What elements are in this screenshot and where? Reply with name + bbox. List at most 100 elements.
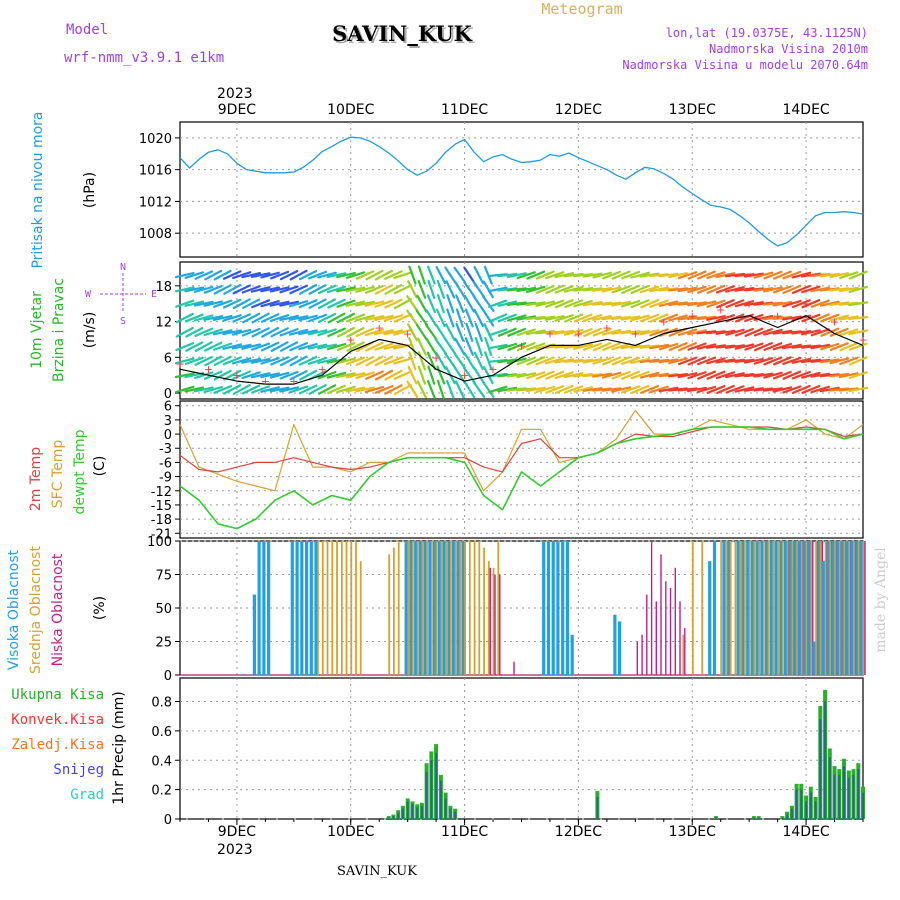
wind-vector: [829, 272, 850, 279]
high-cloud-bar: [855, 541, 859, 675]
high-cloud-bar: [765, 541, 769, 675]
gust-marker: +: [375, 322, 384, 335]
wind-vector: [677, 387, 698, 392]
wind-vector: [696, 300, 717, 307]
wind-vector: [497, 386, 518, 393]
wind-vector: [791, 299, 811, 309]
wind-vector: [194, 270, 214, 280]
wind-vector: [535, 385, 556, 394]
mid-cloud-bar: [748, 541, 751, 675]
cloud-low-label: Niska Oblacnost: [50, 553, 66, 666]
high-cloud-bar: [561, 541, 565, 675]
wind-vector: [554, 285, 574, 294]
wind-vector: [829, 287, 850, 292]
wind-vector: [317, 357, 337, 364]
wind-vector: [231, 328, 252, 336]
wind-vector: [260, 313, 280, 323]
wind-vector: [175, 385, 195, 394]
wind-vector: [425, 323, 438, 341]
wind-vector: [298, 342, 318, 351]
mid-cloud-bar: [857, 541, 860, 675]
wind-vector: [175, 342, 195, 352]
wind-vector: [658, 386, 679, 393]
mid-cloud-bar: [810, 541, 813, 675]
gust-marker: +: [631, 327, 640, 340]
wind-vector: [364, 300, 385, 307]
wind-vector: [260, 286, 280, 293]
gust-marker: +: [716, 304, 725, 317]
wind-vector: [734, 343, 755, 350]
y-tick-label: 75: [155, 569, 172, 584]
low-cloud-bar: [665, 581, 667, 675]
gust-marker: +: [545, 327, 554, 340]
mid-cloud-bar: [758, 541, 761, 675]
gust-marker: +: [773, 310, 782, 323]
wind-vector: [203, 328, 223, 337]
wind-vector: [232, 384, 251, 395]
wind-vector: [686, 301, 708, 307]
wind-vector: [472, 366, 485, 384]
wind-vector: [620, 356, 641, 365]
compass-east: E: [151, 289, 157, 300]
wind-vector: [696, 343, 717, 350]
mid-cloud-bar: [492, 567, 495, 675]
wind-vector: [472, 381, 486, 398]
high-cloud-bar: [807, 541, 811, 675]
wind-vector: [630, 271, 650, 279]
wind-vector: [525, 285, 546, 293]
wind-vector: [506, 373, 527, 378]
precip-snow-label: Snijeg: [53, 762, 104, 778]
wind-vector: [374, 284, 394, 295]
wind-vector: [232, 284, 251, 295]
wind-vector: [184, 386, 205, 393]
snow-precip-bar: [406, 801, 409, 819]
snow-precip-bar: [786, 814, 789, 819]
snow-precip-bar: [843, 766, 845, 819]
wind-vector: [839, 271, 859, 279]
wind-vector: [488, 313, 508, 323]
wind-vector: [184, 286, 205, 293]
wind-vector: [355, 314, 375, 322]
bottom-year: 2023: [217, 842, 253, 858]
wind-vector: [772, 342, 793, 351]
wind-vector: [194, 327, 214, 337]
wind-vector: [516, 356, 536, 366]
wind-vector: [307, 356, 328, 365]
wind-vector: [317, 271, 337, 279]
wind-vector: [772, 285, 793, 294]
cloud-unit: (%): [92, 596, 108, 620]
wind-vector: [454, 280, 466, 299]
wind-vector: [630, 357, 651, 364]
wind-vector: [848, 301, 869, 307]
wind-vector: [250, 286, 271, 293]
wind-title-2: Brzina i Pravac: [51, 278, 67, 382]
wind-vector: [374, 269, 393, 281]
high-cloud-bar: [769, 541, 773, 675]
mid-cloud-bar: [763, 541, 765, 675]
wind-vector: [620, 300, 641, 308]
wind-vector: [582, 301, 603, 307]
wind-vector: [544, 315, 565, 321]
wind-vector: [365, 285, 384, 294]
precip-frozen-label: Zaledj.Kisa: [11, 737, 104, 753]
wind-vector: [463, 352, 476, 370]
wind-vector: [649, 328, 669, 337]
mid-cloud-bar: [691, 541, 694, 675]
wind-vector: [649, 385, 669, 394]
wind-vector: [639, 329, 660, 336]
wind-vector: [482, 280, 494, 299]
wind-vector: [507, 327, 527, 337]
wind-vector: [185, 341, 204, 352]
wind-vector: [782, 370, 802, 380]
wind-vector: [327, 327, 346, 338]
wind-vector: [516, 387, 537, 392]
low-cloud-bar: [812, 541, 814, 675]
snow-precip-bar: [824, 701, 827, 819]
wind-vector: [279, 314, 299, 322]
wind-vector: [819, 358, 840, 364]
y-tick-label: -3: [159, 442, 172, 457]
gust-marker: +: [488, 363, 497, 376]
y-tick-label: 50: [155, 602, 172, 617]
high-cloud-bar: [812, 641, 816, 675]
wind-vector: [554, 371, 574, 380]
